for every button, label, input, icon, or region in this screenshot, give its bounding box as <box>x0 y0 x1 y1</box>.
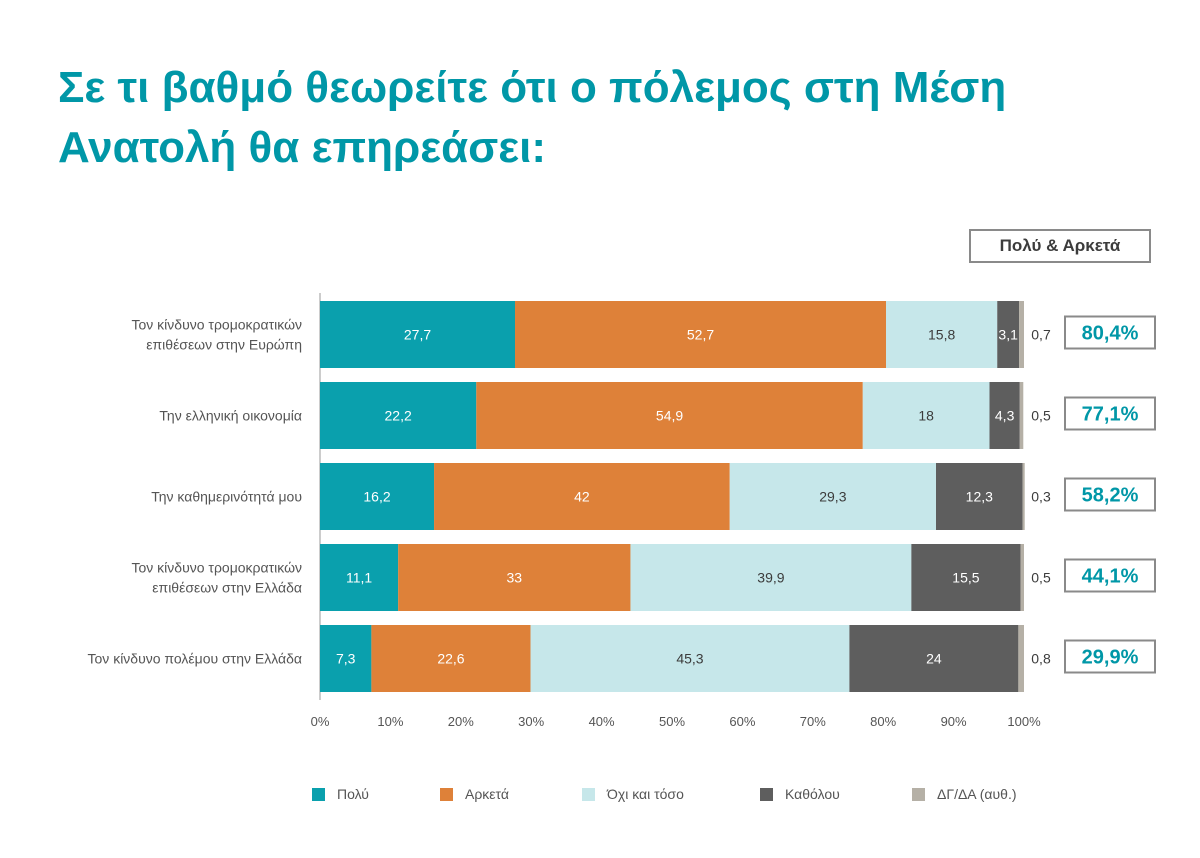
legend-item: Αρκετά <box>440 786 509 802</box>
category-label: επιθέσεων στην Ευρώπη <box>146 337 302 353</box>
bar-segment <box>989 382 1020 449</box>
x-tick-label: 90% <box>941 714 967 729</box>
x-tick-label: 100% <box>1007 714 1041 729</box>
x-tick-label: 20% <box>448 714 474 729</box>
chart-title: Σε τι βαθμό θεωρείτε ότι ο πόλεμος στη Μ… <box>58 63 1007 172</box>
legend-swatch <box>312 787 325 801</box>
data-label: 0,7 <box>1031 327 1051 343</box>
bar-segment <box>371 625 531 692</box>
legend-swatch <box>912 787 925 801</box>
x-tick-label: 40% <box>589 714 615 729</box>
summary-value: 77,1% <box>1082 404 1139 426</box>
bar-segment <box>320 544 399 611</box>
data-label: 22,2 <box>385 408 412 424</box>
chart-legend: Πολύ Αρκετά Όχι και τόσο Καθόλου ΔΓ/ΔΑ (αυθ.… <box>290 786 1050 808</box>
bar-segment <box>849 625 1019 692</box>
x-tick-label: 60% <box>729 714 755 729</box>
data-label: 24 <box>926 651 942 667</box>
legend-label: Πολύ <box>337 786 369 802</box>
data-label: 3,1 <box>998 327 1018 343</box>
legend-swatch <box>440 787 453 801</box>
bar-segment <box>320 382 477 449</box>
summary-box <box>1064 477 1156 512</box>
data-label: 22,6 <box>437 651 464 667</box>
summary-value: 80,4% <box>1082 323 1139 345</box>
bar-segment <box>911 544 1021 611</box>
bar-segment <box>1020 544 1024 611</box>
bar-segment <box>320 625 372 692</box>
data-label: 33 <box>507 570 523 586</box>
x-tick-label: 10% <box>377 714 403 729</box>
data-label: 0,5 <box>1031 570 1051 586</box>
bar-segment <box>1019 301 1024 368</box>
legend-item: ΔΓ/ΔΑ (αυθ.) <box>912 786 1017 802</box>
summary-box <box>1064 639 1156 674</box>
bar-segment <box>1022 463 1025 530</box>
category-label: επιθέσεων στην Ελλάδα <box>152 580 302 596</box>
data-label: 54,9 <box>656 408 683 424</box>
data-label: 18 <box>918 408 934 424</box>
data-label: 7,3 <box>336 651 356 667</box>
summary-value: 58,2% <box>1082 485 1139 507</box>
bar-segment <box>515 301 887 368</box>
category-label: Τον κίνδυνο πολέμου στην Ελλάδα <box>88 651 303 667</box>
bar-segment <box>1018 625 1024 692</box>
summary-value: 44,1% <box>1082 566 1139 588</box>
data-label: 16,2 <box>363 489 390 505</box>
legend-swatch <box>760 787 773 801</box>
bar-segment <box>886 301 998 368</box>
data-label: 0,5 <box>1031 408 1051 424</box>
bar-segment <box>1019 382 1024 449</box>
legend-label: ΔΓ/ΔΑ (αυθ.) <box>937 786 1017 802</box>
summary-box <box>1064 315 1156 350</box>
summary-value: 29,9% <box>1082 647 1139 669</box>
category-label: Τον κίνδυνο τρομοκρατικών <box>131 560 302 576</box>
x-tick-label: 80% <box>870 714 896 729</box>
bar-segment <box>862 382 990 449</box>
x-tick-label: 30% <box>518 714 544 729</box>
bar-segment <box>398 544 631 611</box>
data-label: 52,7 <box>687 327 714 343</box>
bar-segment <box>936 463 1023 530</box>
data-label: 15,8 <box>928 327 955 343</box>
x-tick-label: 70% <box>800 714 826 729</box>
data-label: 39,9 <box>757 570 784 586</box>
legend-item: Πολύ <box>312 786 369 802</box>
bar-segment <box>997 301 1020 368</box>
data-label: 15,5 <box>952 570 979 586</box>
bar-segment <box>434 463 730 530</box>
data-label: 45,3 <box>676 651 703 667</box>
bar-segment <box>476 382 863 449</box>
data-label: 29,3 <box>819 489 846 505</box>
bar-segment <box>630 544 912 611</box>
legend-item: Όχι και τόσο <box>582 786 684 802</box>
bar-segment <box>530 625 850 692</box>
data-label: 4,3 <box>995 408 1015 424</box>
category-label: Την καθημερινότητά μου <box>151 489 302 505</box>
category-label: Την ελληνική οικονομία <box>159 408 302 424</box>
data-label: 27,7 <box>404 327 431 343</box>
data-label: 12,3 <box>966 489 993 505</box>
bar-segment <box>729 463 936 530</box>
legend-item: Καθόλου <box>760 786 840 802</box>
data-label: 42 <box>574 489 590 505</box>
data-label: 0,8 <box>1031 651 1051 667</box>
data-label: 0,3 <box>1031 489 1051 505</box>
category-label: Τον κίνδυνο τρομοκρατικών <box>131 317 302 333</box>
summary-box <box>1064 396 1156 431</box>
legend-label: Όχι και τόσο <box>607 786 684 802</box>
legend-swatch <box>582 787 595 801</box>
summary-box <box>1064 558 1156 593</box>
x-tick-label: 0% <box>311 714 330 729</box>
data-label: 11,1 <box>346 570 372 586</box>
summary-header: Πολύ & Αρκετά <box>969 229 1151 263</box>
bar-segment <box>320 301 516 368</box>
legend-label: Αρκετά <box>465 786 509 802</box>
legend-label: Καθόλου <box>785 786 840 802</box>
x-tick-label: 50% <box>659 714 685 729</box>
bar-segment <box>320 463 435 530</box>
